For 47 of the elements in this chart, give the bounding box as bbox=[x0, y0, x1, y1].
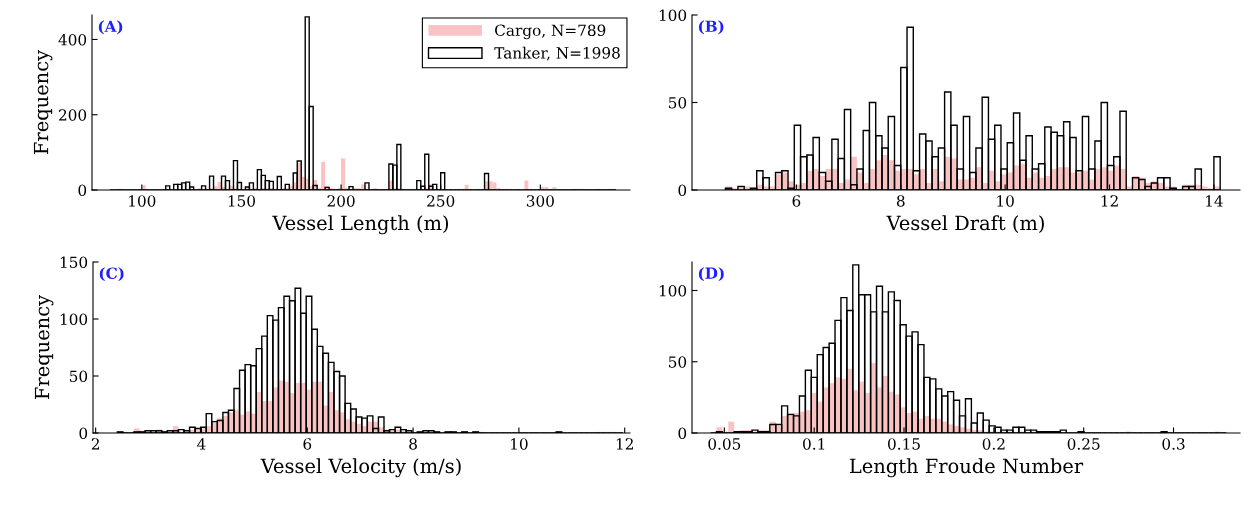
legend-label: Tanker, N=1998 bbox=[494, 46, 620, 61]
x-tick-label: 0.3 bbox=[1162, 438, 1185, 450]
annotation: (C) bbox=[99, 267, 124, 282]
x-tick-label: 8 bbox=[896, 195, 905, 207]
annotation: (A) bbox=[98, 20, 123, 35]
x-tick-label: 14 bbox=[1206, 195, 1223, 207]
x-tick-label: 6 bbox=[303, 438, 312, 450]
y-axis-title: Frequency bbox=[33, 49, 53, 155]
x-axis-title: Vessel Draft (m) bbox=[886, 215, 1044, 234]
y-tick-label: 50 bbox=[669, 96, 687, 109]
y-tick-label: 0 bbox=[678, 184, 687, 197]
x-axis-title: Vessel Length (m) bbox=[272, 215, 449, 235]
x-tick-label: 0.05 bbox=[708, 438, 741, 450]
legend-label: Cargo, N=789 bbox=[495, 24, 606, 40]
x-tick-label: 0.2 bbox=[982, 438, 1005, 450]
x-tick-label: 150 bbox=[228, 195, 256, 207]
x-tick-label: 12 bbox=[616, 438, 633, 450]
x-tick-label: 0.15 bbox=[888, 438, 920, 450]
y-tick-label: 150 bbox=[60, 256, 88, 269]
x-tick-label: 2 bbox=[91, 438, 100, 450]
y-tick-label: 100 bbox=[659, 9, 687, 22]
x-tick-label: 4 bbox=[197, 438, 206, 450]
x-tick-label: 12 bbox=[1101, 195, 1118, 207]
y-tick-label: 50 bbox=[669, 356, 687, 368]
x-tick-label: 100 bbox=[129, 195, 156, 207]
x-tick-label: 250 bbox=[427, 195, 455, 207]
y-tick-label: 100 bbox=[659, 284, 687, 297]
x-tick-label: 8 bbox=[409, 438, 417, 450]
annotation: (D) bbox=[698, 267, 724, 282]
y-axis-title: Frequency bbox=[34, 294, 54, 400]
x-axis-title: Length Froude Number bbox=[849, 458, 1084, 478]
x-tick-label: 200 bbox=[327, 195, 355, 207]
x-tick-label: 10 bbox=[511, 438, 528, 450]
y-tick-label: 0 bbox=[78, 184, 87, 197]
x-tick-label: 0.1 bbox=[803, 438, 825, 450]
x-tick-label: 0.25 bbox=[1067, 438, 1100, 450]
y-tick-label: 0 bbox=[79, 427, 88, 440]
annotation: (B) bbox=[698, 20, 724, 35]
x-axis-title: Vessel Velocity (m/s) bbox=[260, 458, 461, 478]
y-tick-label: 50 bbox=[70, 370, 88, 383]
y-tick-label: 0 bbox=[678, 427, 687, 440]
y-tick-label: 200 bbox=[59, 109, 87, 121]
y-tick-label: 400 bbox=[58, 33, 87, 46]
x-tick-label: 300 bbox=[526, 195, 554, 207]
x-tick-label: 10 bbox=[997, 195, 1014, 207]
x-tick-label: 6 bbox=[792, 195, 801, 207]
y-tick-label: 100 bbox=[60, 313, 88, 326]
